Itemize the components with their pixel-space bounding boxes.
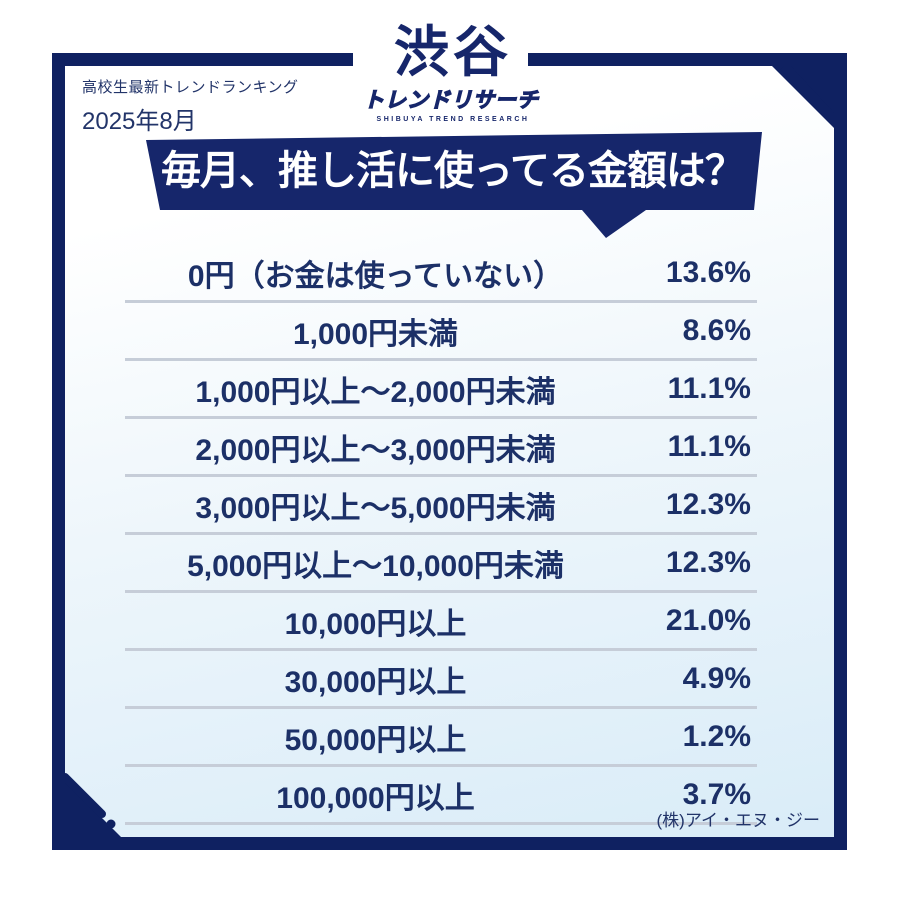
- row-value: 13.6%: [665, 255, 751, 289]
- frame-border-top-right: [528, 53, 847, 66]
- row-value: 1.2%: [682, 719, 751, 753]
- frame-border-top-left: [52, 53, 353, 66]
- row-value: 11.1%: [667, 371, 751, 405]
- row-value: 11.1%: [667, 429, 751, 463]
- table-row: 10,000円以上 21.0%: [125, 593, 757, 651]
- row-label: 3,000円以上～5,000円未満: [195, 491, 556, 525]
- corner-accent-top-right: [772, 66, 834, 128]
- table-row: 1,000円未満 8.6%: [125, 303, 757, 361]
- header-eyebrow: 高校生最新トレンドランキング: [82, 79, 299, 96]
- table-row: 0円（お金は使っていない） 13.6%: [125, 245, 757, 303]
- row-value: 4.9%: [682, 661, 751, 695]
- header: 高校生最新トレンドランキング 2025年8月: [82, 76, 299, 136]
- row-label: 30,000円以上: [284, 665, 467, 699]
- row-value: 8.6%: [682, 313, 751, 347]
- logo-sub-text: トレンドリサーチ: [361, 88, 544, 112]
- frame-border-left: [52, 53, 65, 850]
- page-title: 毎月、推し活に使ってる金額は？: [161, 149, 745, 193]
- row-value: 3.7%: [682, 777, 751, 811]
- row-label: 0円（お金は使っていない）: [187, 259, 564, 293]
- row-label: 1,000円未満: [292, 317, 459, 351]
- results-table: 0円（お金は使っていない） 13.6% 1,000円未満 8.6% 1,000円…: [125, 245, 757, 825]
- row-label: 10,000円以上: [284, 607, 467, 641]
- table-row: 3,000円以上～5,000円未満 12.3%: [125, 477, 757, 535]
- frame-border-bottom: [52, 837, 847, 850]
- row-label: 2,000円以上～3,000円未満: [195, 433, 556, 467]
- table-row: 30,000円以上 4.9%: [125, 651, 757, 709]
- corner-accent-bottom-left: [65, 773, 121, 837]
- footer-credit: (株)アイ・エヌ・ジー: [656, 811, 820, 830]
- row-label: 5,000円以上～10,000円未満: [187, 549, 564, 583]
- row-value: 12.3%: [665, 487, 751, 521]
- row-label: 50,000円以上: [284, 723, 467, 757]
- table-row: 1,000円以上～2,000円未満 11.1%: [125, 361, 757, 419]
- row-label: 100,000円以上: [276, 781, 475, 815]
- shibuya-trend-research-logo: 渋谷 トレンドリサーチ SHIBUYA TREND RESEARCH: [348, 21, 558, 123]
- frame-border-right: [834, 53, 847, 850]
- row-value: 21.0%: [665, 603, 751, 637]
- row-value: 12.3%: [665, 545, 751, 579]
- header-date: 2025年8月: [82, 108, 197, 135]
- table-row: 2,000円以上～3,000円未満 11.1%: [125, 419, 757, 477]
- logo-main-text: 渋谷: [393, 21, 512, 83]
- row-label: 1,000円以上～2,000円未満: [195, 375, 556, 409]
- table-row: 50,000円以上 1.2%: [125, 709, 757, 767]
- table-row: 5,000円以上～10,000円未満 12.3%: [125, 535, 757, 593]
- table-row: 100,000円以上 3.7%: [125, 767, 757, 825]
- logo-caption-text: SHIBUYA TREND RESEARCH: [376, 115, 530, 123]
